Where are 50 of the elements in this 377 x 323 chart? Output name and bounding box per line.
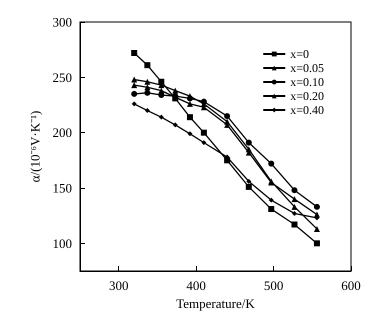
point <box>246 140 252 146</box>
x-axis-title: Temperature/K <box>176 296 256 311</box>
point <box>132 101 137 106</box>
y-tick-label: 150 <box>52 180 72 196</box>
y-tick-label: 250 <box>52 70 72 85</box>
x-tick-label: 500 <box>264 278 284 293</box>
point <box>131 82 138 88</box>
point <box>144 84 150 90</box>
y-tick-label: 100 <box>52 236 72 251</box>
point <box>144 78 150 85</box>
legend-label: x=0.20 <box>290 89 324 103</box>
x-tick-label: 600 <box>341 278 361 293</box>
point <box>172 88 178 94</box>
point <box>131 76 138 83</box>
point <box>186 100 193 107</box>
y-tick-label: 200 <box>52 125 72 140</box>
point <box>268 198 274 203</box>
point <box>314 240 320 246</box>
point <box>201 140 206 146</box>
y-axis-title: α/(10⁻⁶V·K⁻¹) <box>28 110 43 182</box>
point <box>158 88 164 94</box>
point <box>291 222 298 228</box>
legend-label: x=0.40 <box>290 103 324 117</box>
point <box>144 62 150 68</box>
point <box>292 210 297 216</box>
point <box>246 178 252 184</box>
legend-label: x=0.05 <box>290 61 324 75</box>
point <box>144 108 150 114</box>
point <box>314 226 320 232</box>
point <box>291 196 298 202</box>
legend-label: x=0.10 <box>290 75 324 89</box>
point <box>172 122 178 128</box>
point <box>131 50 138 56</box>
point <box>224 113 230 120</box>
point <box>268 206 274 212</box>
point <box>246 184 252 190</box>
point <box>187 131 192 136</box>
point <box>144 90 150 96</box>
point <box>291 187 298 194</box>
point <box>200 130 207 136</box>
x-tick-label: 300 <box>108 278 128 293</box>
point <box>291 204 298 210</box>
point <box>268 160 274 167</box>
point <box>314 204 320 210</box>
x-tick-label: 400 <box>186 278 206 293</box>
point <box>131 90 138 97</box>
legend-label: x=0 <box>290 47 310 61</box>
y-tick-label: 300 <box>52 14 72 30</box>
point <box>186 114 193 120</box>
point <box>158 114 164 120</box>
